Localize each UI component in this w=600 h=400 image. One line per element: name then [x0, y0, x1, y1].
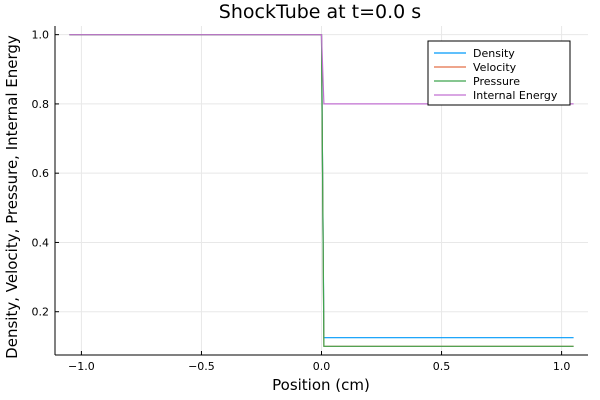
ticks: −1.0 −0.5 0.0 0.5 1.0 0.2 0.4 0.6 0.8 1.0 [32, 29, 571, 373]
legend-box [427, 40, 571, 106]
chart-title: ShockTube at t=0.0 s [219, 1, 421, 23]
x-tick-label: 0.0 [313, 360, 331, 373]
y-tick-label: 0.2 [32, 306, 50, 319]
x-tick-label: 1.0 [553, 360, 571, 373]
legend-label-density: Density [473, 47, 515, 60]
y-tick-label: 1.0 [32, 29, 50, 42]
x-tick-label: 0.5 [433, 360, 451, 373]
y-tick-label: 0.6 [32, 167, 50, 180]
y-tick-label: 0.4 [32, 236, 50, 249]
legend-label-internal-energy: Internal Energy [473, 89, 558, 102]
y-axis-label: Density, Velocity, Pressure, Internal En… [3, 35, 21, 359]
legend-label-velocity: Velocity [473, 61, 517, 74]
x-tick-label: −0.5 [188, 360, 215, 373]
legend-label-pressure: Pressure [473, 75, 520, 88]
x-axis-label: Position (cm) [272, 376, 370, 394]
y-tick-label: 0.8 [32, 98, 50, 111]
x-tick-label: −1.0 [68, 360, 95, 373]
